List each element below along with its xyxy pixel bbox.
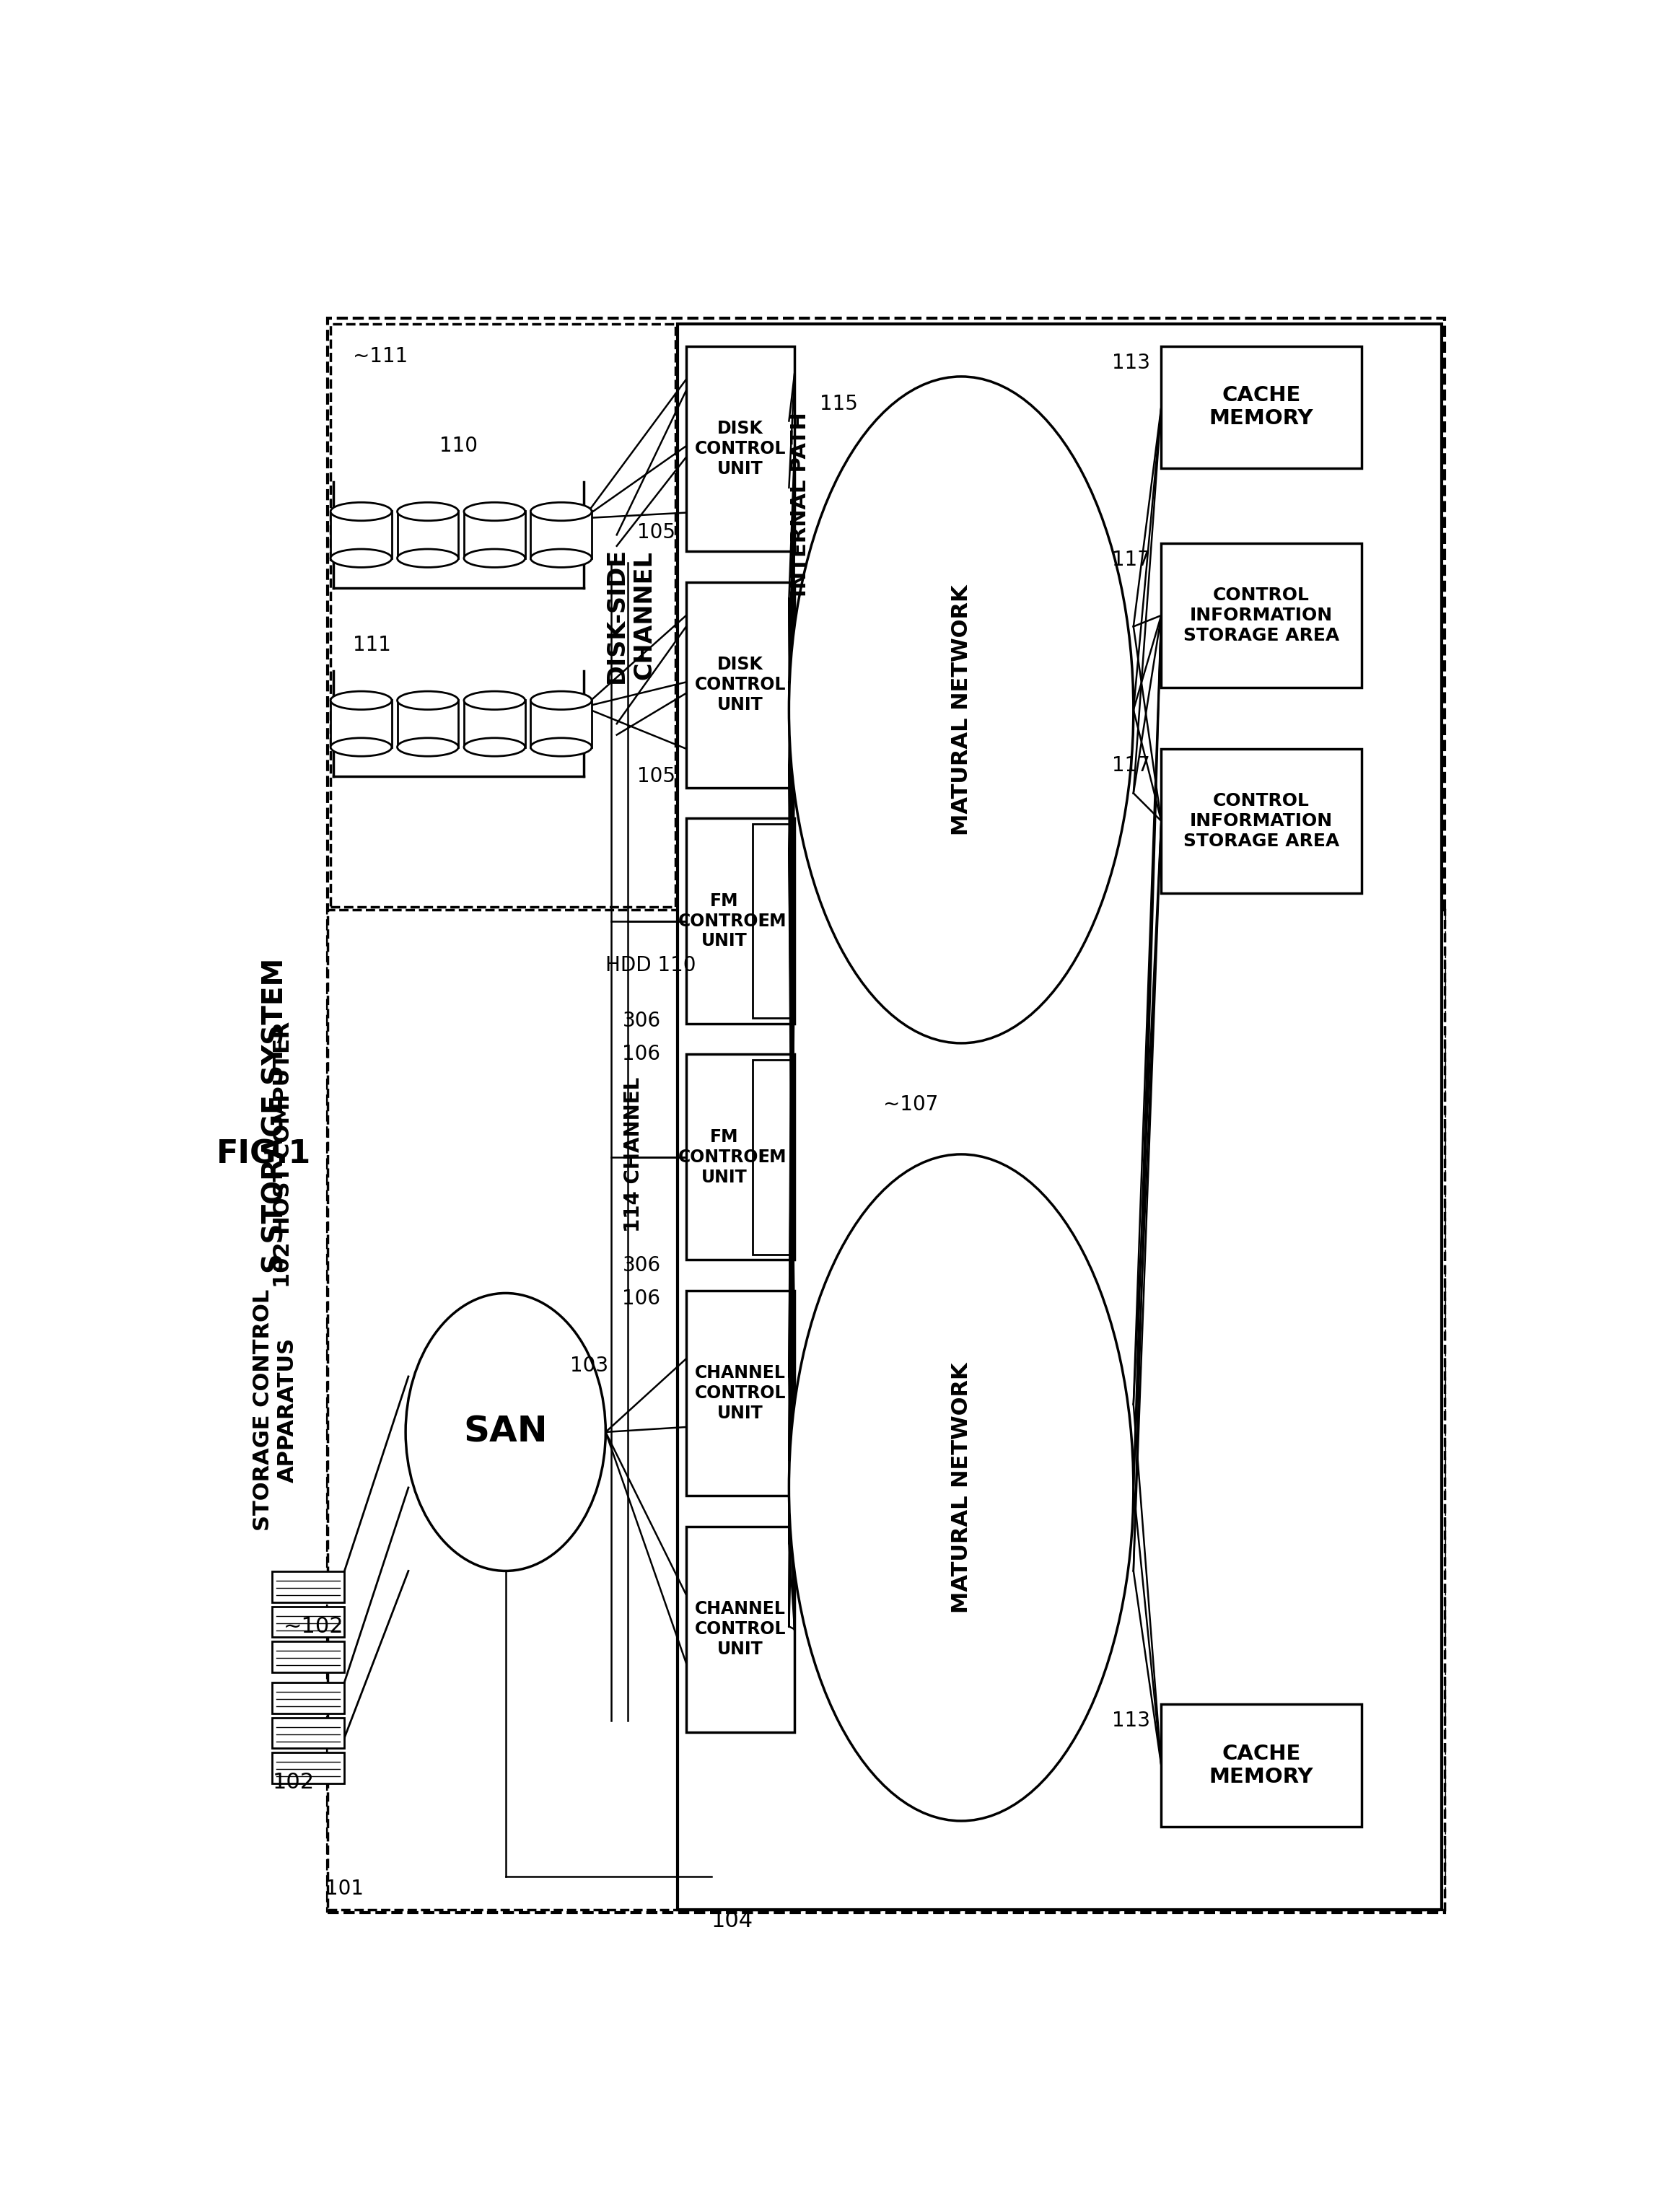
Ellipse shape [530, 549, 591, 566]
Bar [331, 323, 676, 907]
Text: 105: 105 [638, 522, 676, 542]
Bar [1161, 748, 1361, 894]
Text: DISK-SIDE
CHANNEL: DISK-SIDE CHANNEL [604, 549, 656, 684]
Text: DISK
CONTROL
UNIT: DISK CONTROL UNIT [694, 657, 785, 714]
Text: 105: 105 [638, 765, 676, 787]
Text: 306: 306 [623, 1254, 661, 1276]
Text: STORAGE CONTROL
APPARATUS: STORAGE CONTROL APPARATUS [252, 1290, 298, 1531]
Bar [328, 319, 1444, 1913]
Bar [328, 909, 1444, 1909]
Ellipse shape [397, 739, 459, 757]
Text: 117: 117 [1111, 754, 1151, 776]
Text: ~102: ~102 [283, 1617, 344, 1637]
Bar [331, 699, 392, 748]
Bar [272, 1571, 344, 1601]
Ellipse shape [331, 549, 392, 566]
Ellipse shape [331, 739, 392, 757]
Ellipse shape [464, 739, 525, 757]
Ellipse shape [464, 502, 525, 520]
Bar [686, 1526, 795, 1732]
Text: FM: FM [758, 911, 787, 929]
Ellipse shape [464, 549, 525, 566]
Text: CHANNEL
CONTROL
UNIT: CHANNEL CONTROL UNIT [694, 1601, 785, 1659]
Text: FIG.1: FIG.1 [217, 1139, 311, 1170]
Text: 106: 106 [623, 1290, 661, 1310]
Ellipse shape [331, 690, 392, 710]
Text: 306: 306 [623, 1011, 661, 1031]
Text: CHANNEL
CONTROL
UNIT: CHANNEL CONTROL UNIT [694, 1365, 785, 1422]
Text: 114 CHANNEL: 114 CHANNEL [623, 1077, 644, 1232]
Text: FM
CONTROL
UNIT: FM CONTROL UNIT [679, 891, 770, 949]
Text: CACHE
MEMORY: CACHE MEMORY [1209, 385, 1313, 429]
Bar [464, 511, 525, 557]
Bar [272, 1641, 344, 1672]
Text: 101: 101 [325, 1878, 364, 1898]
Text: INTERNAL PATH: INTERNAL PATH [790, 411, 810, 597]
Text: 104: 104 [710, 1911, 753, 1931]
Bar [686, 1055, 795, 1261]
Bar [272, 1717, 344, 1747]
Ellipse shape [406, 1294, 606, 1571]
Text: HDD 110: HDD 110 [606, 956, 696, 975]
Bar [272, 1606, 344, 1637]
Text: MATURAL NETWORK: MATURAL NETWORK [951, 1363, 972, 1613]
Bar [686, 345, 795, 551]
Ellipse shape [464, 690, 525, 710]
Text: 113: 113 [1111, 352, 1151, 374]
Bar [530, 511, 591, 557]
Text: 103: 103 [570, 1356, 608, 1376]
Ellipse shape [530, 502, 591, 520]
Text: FM: FM [758, 1148, 787, 1166]
Text: 110: 110 [439, 436, 477, 456]
Text: 111: 111 [353, 635, 391, 655]
Ellipse shape [397, 549, 459, 566]
Text: CACHE
MEMORY: CACHE MEMORY [1209, 1743, 1313, 1787]
Text: FM
CONTROL
UNIT: FM CONTROL UNIT [679, 1128, 770, 1186]
Text: 102 HOST COMPUTER: 102 HOST COMPUTER [273, 1022, 293, 1287]
Bar [686, 582, 795, 787]
Ellipse shape [530, 690, 591, 710]
Text: 115: 115 [820, 394, 858, 414]
Text: CONTROL
INFORMATION
STORAGE AREA: CONTROL INFORMATION STORAGE AREA [1184, 792, 1340, 849]
Bar [686, 818, 795, 1024]
Bar [686, 1290, 795, 1495]
Bar [397, 699, 459, 748]
Bar [753, 823, 790, 1018]
Bar [272, 1683, 344, 1712]
Bar [1161, 345, 1361, 469]
Text: 117: 117 [1111, 551, 1151, 571]
Text: CONTROL
INFORMATION
STORAGE AREA: CONTROL INFORMATION STORAGE AREA [1184, 586, 1340, 644]
Ellipse shape [397, 690, 459, 710]
Bar [753, 1060, 790, 1254]
Text: ~111: ~111 [353, 345, 407, 367]
Bar [331, 511, 392, 557]
Bar [272, 1752, 344, 1783]
Text: DISK
CONTROL
UNIT: DISK CONTROL UNIT [694, 420, 785, 478]
Text: SAN: SAN [464, 1416, 548, 1449]
Ellipse shape [788, 1155, 1133, 1820]
Bar [1161, 544, 1361, 688]
Bar [1161, 1703, 1361, 1827]
Text: 102: 102 [272, 1772, 315, 1792]
Bar [464, 699, 525, 748]
Text: ~107: ~107 [883, 1095, 939, 1115]
Ellipse shape [788, 376, 1133, 1044]
Bar [397, 511, 459, 557]
Bar [677, 323, 1442, 1909]
Text: S STORAGE SYSTEM: S STORAGE SYSTEM [262, 958, 288, 1274]
Text: 106: 106 [623, 1044, 661, 1064]
Ellipse shape [530, 739, 591, 757]
Ellipse shape [331, 502, 392, 520]
Text: MATURAL NETWORK: MATURAL NETWORK [951, 584, 972, 836]
Bar [530, 699, 591, 748]
Ellipse shape [397, 502, 459, 520]
Text: 113: 113 [1111, 1710, 1151, 1732]
